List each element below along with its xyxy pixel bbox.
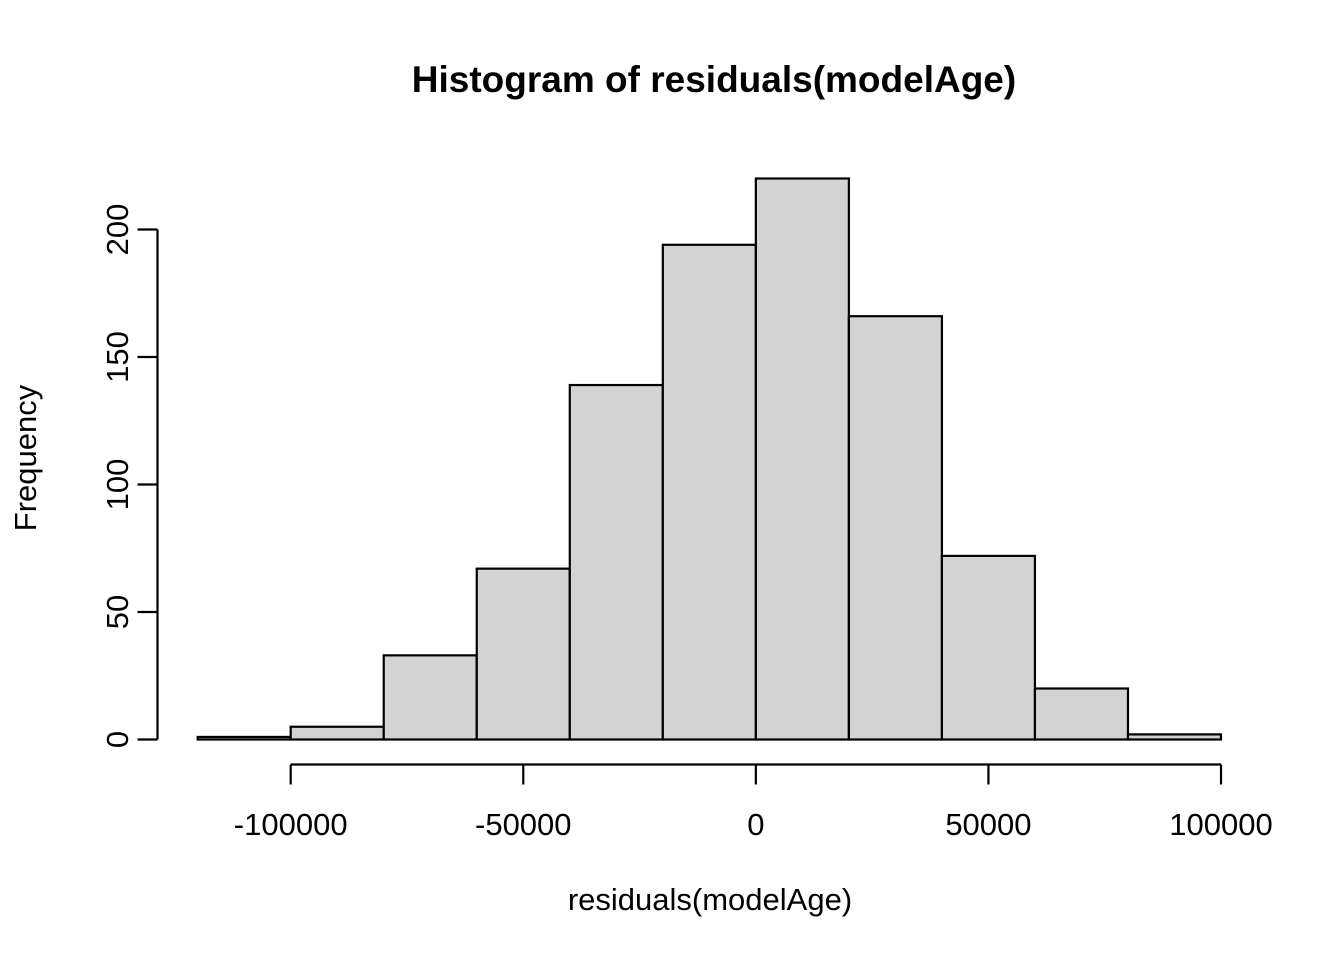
- histogram-bar: [847, 315, 944, 741]
- histogram-bar: [568, 383, 664, 741]
- x-axis-label: residuals(modelAge): [568, 882, 852, 917]
- y-tick-label: 150: [100, 331, 135, 383]
- x-tick-label: 50000: [945, 807, 1031, 842]
- histogram-bar: [382, 654, 478, 741]
- histogram-bar: [754, 177, 850, 741]
- x-tick-label: -50000: [475, 807, 572, 842]
- histogram-bar: [661, 243, 757, 741]
- y-tick-label: 200: [100, 204, 135, 256]
- x-tick-label: -100000: [234, 807, 348, 842]
- histogram-bar: [196, 735, 292, 741]
- histogram-bar: [475, 567, 571, 741]
- x-tick-label: 0: [747, 807, 764, 842]
- histogram-bar: [1033, 687, 1130, 741]
- y-tick-label: 0: [100, 731, 135, 748]
- histogram-bar: [289, 725, 385, 741]
- y-tick-label: 50: [100, 595, 135, 629]
- x-tick-label: 100000: [1169, 807, 1272, 842]
- y-axis-label: Frequency: [8, 384, 43, 531]
- bars-group: [196, 177, 1223, 741]
- histogram-bar: [940, 554, 1037, 741]
- chart-title: Histogram of residuals(modelAge): [412, 59, 1016, 100]
- y-tick-label: 100: [100, 459, 135, 511]
- histogram-bar: [1126, 733, 1223, 741]
- axes-group: 0 50 100 150 200 -100000 -50000 0 50000 100000: [100, 204, 1273, 842]
